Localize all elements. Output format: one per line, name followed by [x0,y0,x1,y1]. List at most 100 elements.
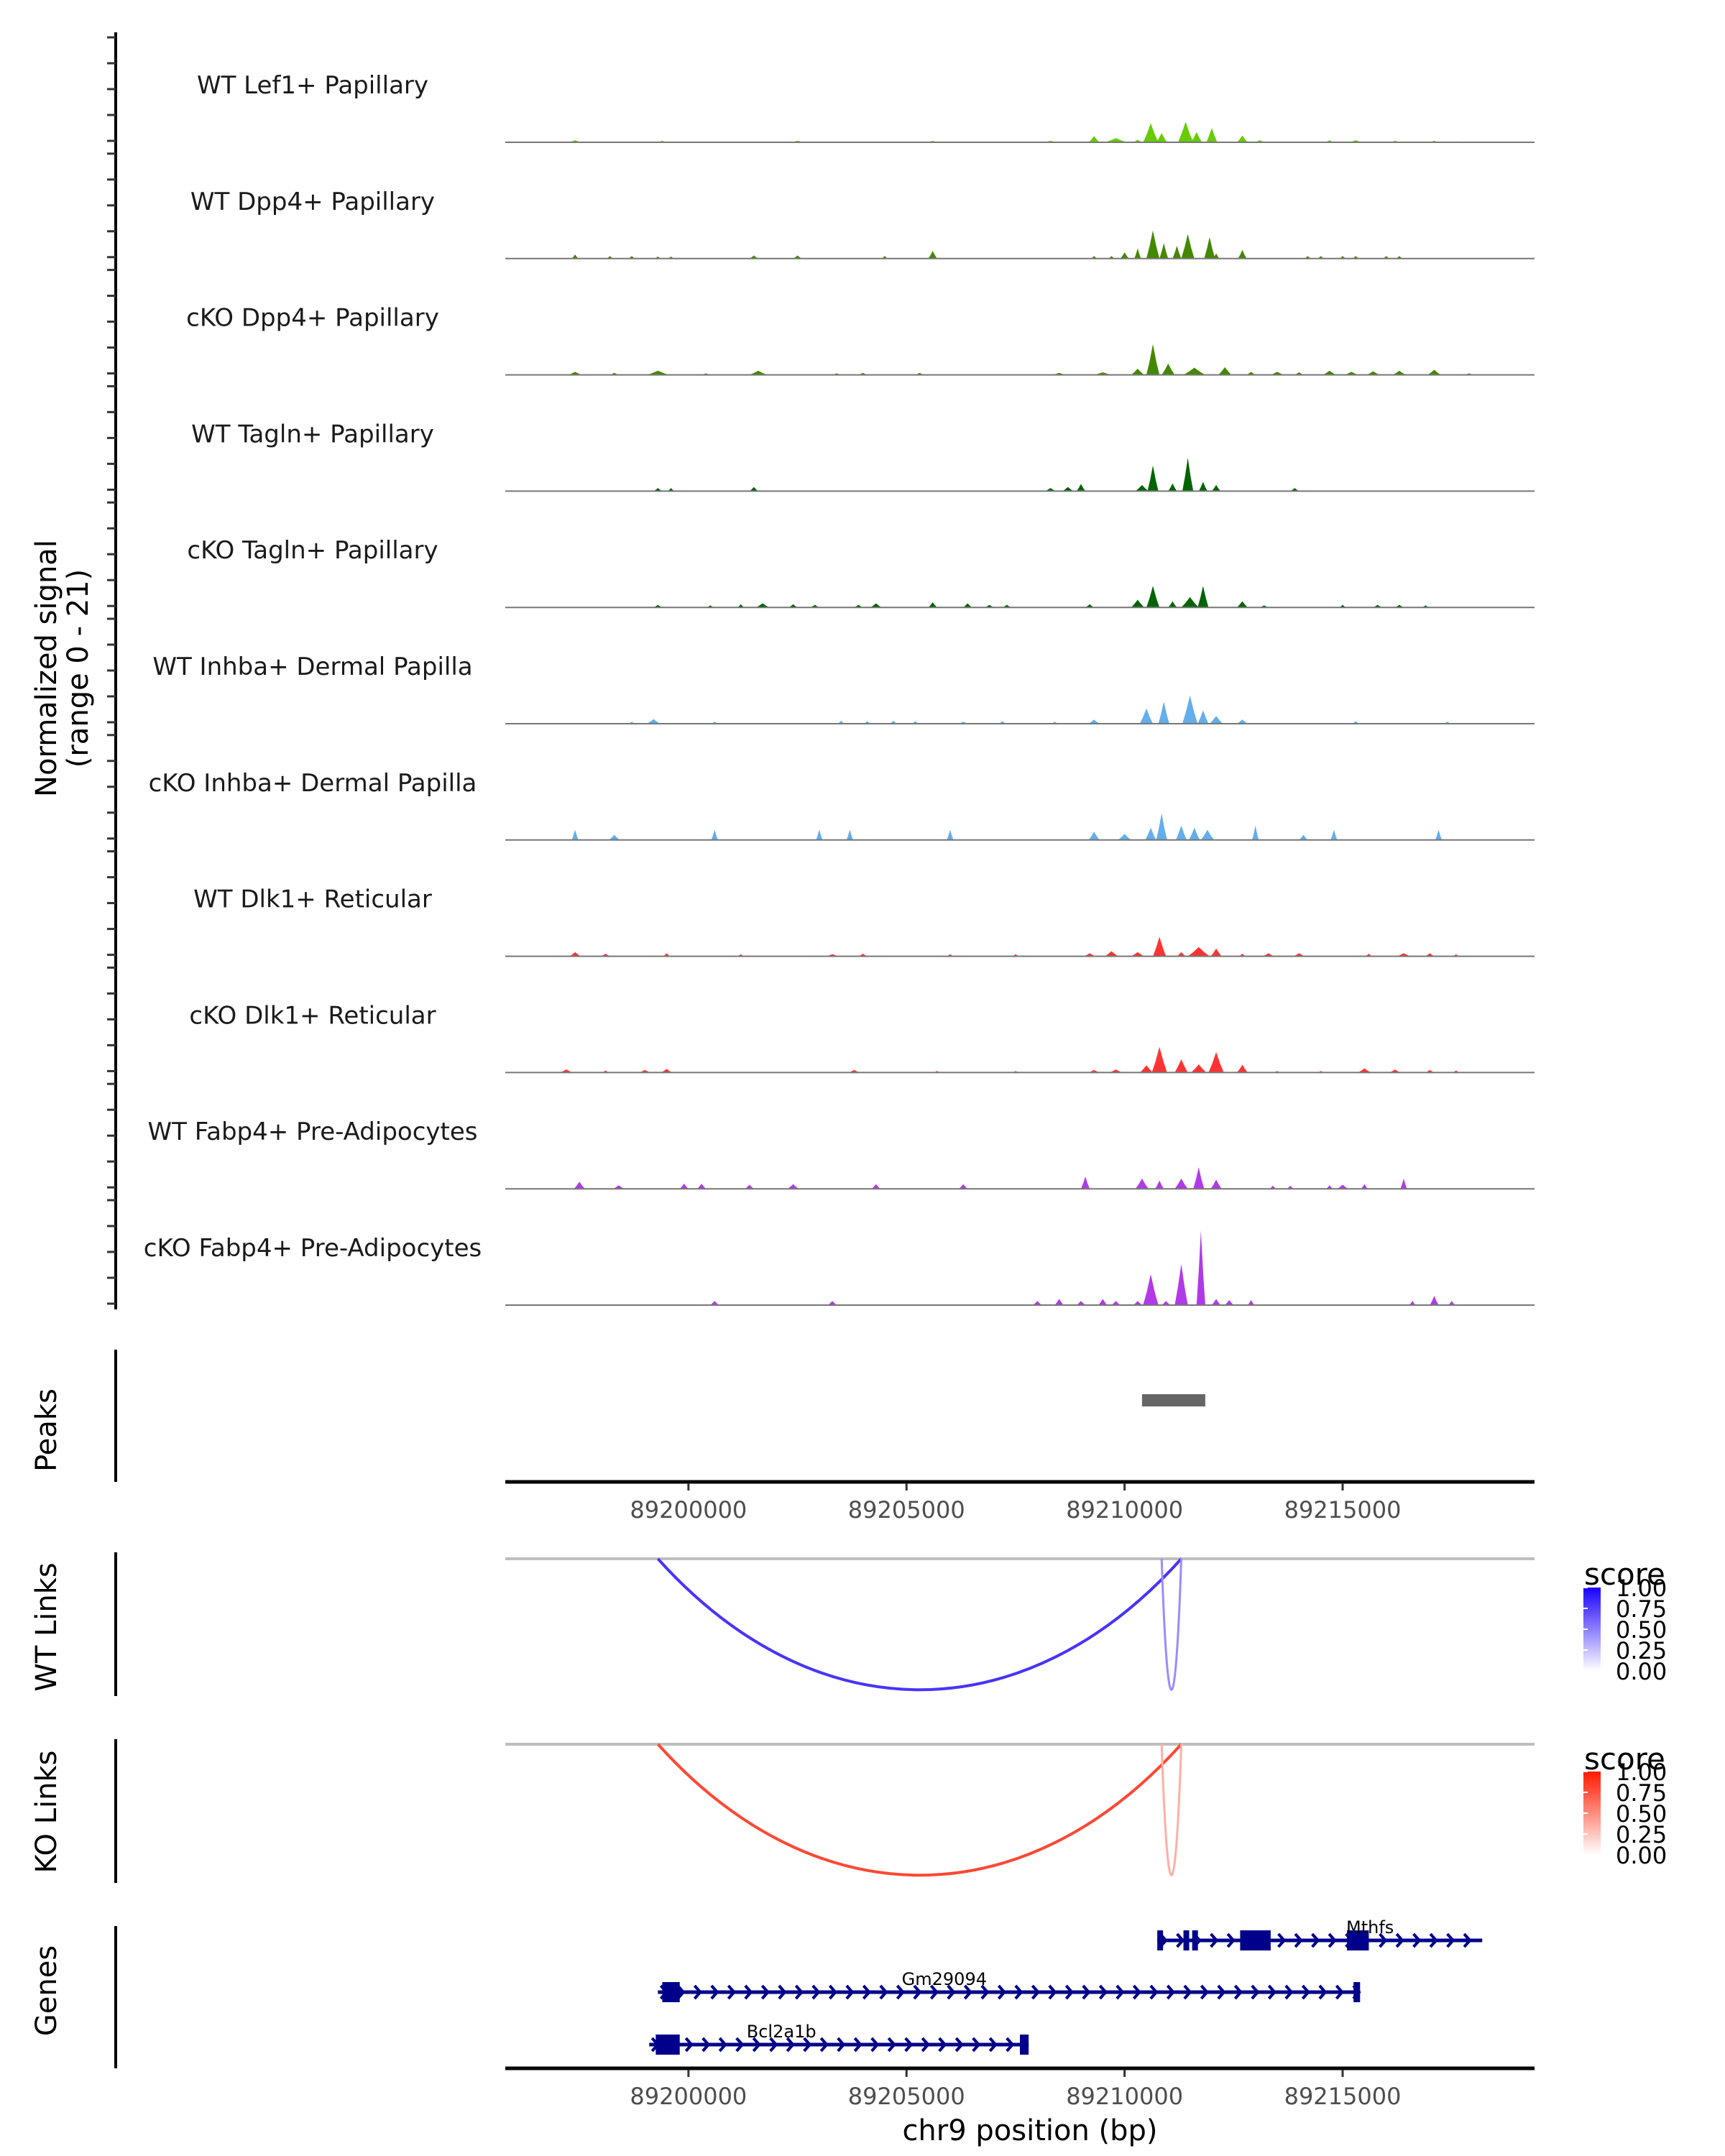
strand-arrow [735,2037,745,2053]
signal-peak [1131,952,1144,957]
strand-arrow [1183,1984,1192,2000]
strand-arrow [794,1984,804,2000]
signal-peak [1400,1178,1407,1189]
x-tick-label: 89215000 [1284,2083,1402,2110]
strand-arrow [853,2037,862,2053]
signal-peak [1225,1299,1234,1305]
signal-peak [846,829,853,840]
x-tick-label: 89200000 [630,1496,747,1524]
legend-tick-label: 0.50 [1616,1616,1667,1644]
strand-arrow [1335,1984,1345,2000]
signal-peak [1162,1301,1171,1305]
signal-peak [1427,369,1441,375]
strand-arrow [1412,1932,1422,1948]
signal-peak [737,604,745,608]
signal-peak [1105,951,1118,957]
strand-arrow [811,1984,821,2000]
legend-tick-label: 0.50 [1616,1800,1667,1828]
peaks-track-label: Peaks [30,1388,63,1472]
signal-peak [1392,370,1406,375]
strand-arrow [1267,1984,1277,2000]
strand-arrow [702,2037,711,2053]
strand-arrow [954,2037,964,2053]
signal-peak [1236,601,1248,608]
exon [656,2035,680,2055]
signal-peak [1135,484,1149,492]
strand-arrow [1395,1932,1404,1948]
signal-peak [1236,135,1248,142]
signal-peak [1210,948,1222,957]
gene: Mthfs [1157,1917,1483,1950]
signal-peak [1120,252,1129,259]
signal-peak [1366,371,1380,375]
signal-peak [890,720,897,724]
strand-arrow [980,1984,990,2000]
signal-peak [559,1069,574,1073]
signal-peak [755,603,770,608]
x-tick-label: 89205000 [848,2083,965,2110]
strand-arrow [1031,1984,1041,2000]
strand-arrow [997,1984,1007,2000]
links-track [505,1743,1535,1877]
signal-peak [1098,1299,1108,1305]
signal-peak [1088,831,1100,840]
x-axis-bottom: 89200000 89205000 89210000 89215000 [630,2070,1401,2110]
strand-arrow [862,1984,872,2000]
signal-peak [1293,953,1305,957]
signal-peak [1211,484,1221,492]
legend-tick-label: 0.00 [1616,1842,1667,1869]
strand-arrow [1132,1984,1142,2000]
signal-peak [1135,1178,1149,1189]
gene: Bcl2a1b [649,2022,1029,2055]
x-tick-label: 89205000 [848,1496,965,1524]
signal-peak [568,372,582,375]
legend-tick-label: 0.25 [1616,1821,1667,1848]
coverage-track [505,1167,1535,1190]
signal-peak [609,834,620,840]
coverage-track-label: cKO Tagln+ Papillary [187,536,438,565]
signal-peak [1183,367,1205,375]
exon [1347,1930,1369,1950]
signal-peak [1236,1064,1248,1073]
signal-peak [1174,1059,1188,1073]
strand-arrow [1210,1932,1219,1948]
coverage-track [505,121,1535,143]
strand-arrow [1048,1984,1057,2000]
strand-arrow [1217,1984,1226,2000]
signal-peak [1145,827,1156,840]
strand-arrow [1226,1932,1236,1948]
signal-peak [1200,829,1215,840]
strand-arrow [1176,1932,1185,1948]
signal-peak [1182,695,1198,724]
signal-peak [1218,367,1232,375]
coverage-track [505,695,1535,724]
signal-peak [1409,1301,1416,1305]
link-arc [1160,1743,1183,1876]
strand-arrow [718,2037,727,2053]
signal-peak [1358,1068,1371,1073]
signal-peak [1330,829,1338,840]
coverage-track [505,586,1535,609]
strand-arrow [778,1984,787,2000]
signal-peak [1088,719,1100,724]
strand-arrow [1251,1984,1260,2000]
signal-peak [1263,953,1274,957]
signal-peak [679,1184,689,1189]
signal-peak [1139,1065,1154,1073]
strand-arrow [1233,1984,1243,2000]
signal-peak [1134,248,1141,259]
strand-arrow [819,2037,829,2053]
strand-arrow [904,2037,914,2053]
signal-peak [788,604,798,608]
genes-track-label: Genes [30,1945,63,2036]
signal-peak [1118,834,1131,840]
coverage-track-label: WT Fabp4+ Pre-Adipocytes [148,1118,478,1146]
strand-arrow [879,1984,888,2000]
signal-peak [1448,1301,1455,1305]
strand-arrow [870,2037,880,2053]
signal-peak [1269,1185,1276,1189]
y-axis-title: Normalized signal [30,540,63,797]
strand-arrow [1277,1932,1287,1948]
signal-peak [569,952,581,957]
